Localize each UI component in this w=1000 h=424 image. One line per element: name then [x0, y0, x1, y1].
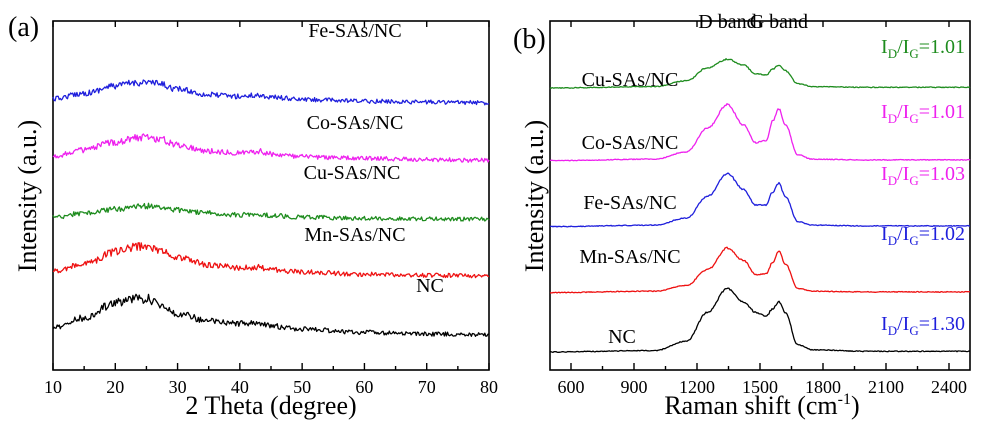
- ratio-part: 1.30: [930, 313, 965, 335]
- x-tick-label-1800: 1800: [805, 377, 841, 397]
- panel-a-x-ticks: 10 20 30 40 50 60 70 80: [44, 21, 498, 397]
- ratio-part: 1.01: [930, 101, 965, 123]
- ratio-part: 1.02: [930, 223, 965, 245]
- ratio-part: G: [909, 46, 918, 61]
- ratio-part: 1.03: [930, 163, 965, 185]
- trace-mn-sas-nc: [549, 246, 971, 294]
- panel-b-traces: [549, 58, 971, 354]
- panel-a-frame: [52, 20, 490, 371]
- ratio-part: I: [903, 163, 910, 185]
- band-annotation-d-band: D band: [698, 11, 756, 33]
- ratio-label-fe-sas-nc: ID/IG=1.03: [881, 163, 965, 188]
- ratio-part: /: [897, 223, 903, 245]
- x-tick-label-80: 80: [480, 377, 498, 397]
- ratio-part: D: [888, 111, 897, 126]
- trace-cu-sas-nc: [549, 58, 971, 89]
- ratio-part: G: [909, 111, 918, 126]
- panel-b-x-axis-title: Raman shift (cm-1): [664, 391, 859, 420]
- x-tick-label-30: 30: [169, 377, 187, 397]
- series-label-fe-sas-nc: Fe-SAs/NC: [583, 192, 676, 214]
- ratio-label-cu-sas-nc: ID/IG=1.01: [881, 36, 965, 61]
- ratio-part: /: [897, 36, 903, 58]
- ratio-part: I: [881, 101, 888, 123]
- band-annotation-g-band: G band: [750, 11, 808, 33]
- x-tick-label-60: 60: [355, 377, 373, 397]
- panel-a-label: (a): [8, 12, 39, 43]
- trace-mn-sas-nc: [52, 242, 490, 279]
- ratio-part: D: [888, 233, 897, 248]
- ratio-part: I: [881, 313, 888, 335]
- trace-fe-sas-nc: [52, 79, 490, 106]
- ratio-part: 1.01: [930, 36, 965, 58]
- x-tick-label-40: 40: [231, 377, 249, 397]
- trace-cu-sas-nc: [52, 202, 490, 222]
- ratio-part: I: [881, 223, 888, 245]
- ratio-part: /: [897, 313, 903, 335]
- x-tick-label-2400: 2400: [931, 377, 967, 397]
- ratio-label-mn-sas-nc: ID/IG=1.02: [881, 223, 965, 248]
- ratio-part: G: [909, 233, 918, 248]
- trace-nc: [550, 287, 971, 354]
- ratio-part: D: [888, 46, 897, 61]
- ratio-part: I: [881, 36, 888, 58]
- panel-b-ratio-labels: ID/IG=1.01ID/IG=1.01ID/IG=1.03ID/IG=1.02…: [881, 36, 965, 338]
- ratio-part: I: [903, 36, 910, 58]
- ratio-part: =: [919, 223, 930, 245]
- x-tick-label-20: 20: [106, 377, 124, 397]
- ratio-part: I: [903, 223, 910, 245]
- series-label-nc: NC: [416, 275, 444, 297]
- panel-a-series-labels: Fe-SAs/NC Co-SAs/NC Cu-SAs/NC Mn-SAs/NC NC: [304, 20, 444, 297]
- panel-b-x-axis-title-sup: -1: [838, 391, 851, 408]
- panel-b: (b) 600 900 1200 1500 1800 2100 2400 Cu-SAs/NC…: [513, 11, 971, 420]
- x-tick-label-600: 600: [558, 377, 585, 397]
- ratio-part: D: [888, 173, 897, 188]
- x-tick-label-70: 70: [418, 377, 436, 397]
- series-label-co-sas-nc: Co-SAs/NC: [307, 112, 404, 134]
- ratio-part: I: [881, 163, 888, 185]
- panel-b-x-ticks: 600 900 1200 1500 1800 2100 2400: [558, 21, 967, 397]
- trace-fe-sas-nc: [549, 172, 971, 228]
- series-label-mn-sas-nc: Mn-SAs/NC: [579, 246, 680, 268]
- x-tick-label-1500: 1500: [742, 377, 778, 397]
- panel-b-label: (b): [513, 24, 546, 55]
- panel-b-y-axis-title: Intensity (a.u.): [520, 120, 549, 272]
- ratio-part: =: [919, 163, 930, 185]
- trace-co-sas-nc: [549, 103, 971, 162]
- series-label-fe-sas-nc: Fe-SAs/NC: [308, 20, 401, 42]
- series-label-nc: NC: [608, 326, 636, 348]
- ratio-part: G: [909, 323, 918, 338]
- ratio-part: =: [919, 36, 930, 58]
- panel-b-series-labels: Cu-SAs/NC Co-SAs/NC Fe-SAs/NC Mn-SAs/NC NC: [579, 69, 680, 348]
- ratio-part: /: [897, 163, 903, 185]
- series-label-co-sas-nc: Co-SAs/NC: [582, 132, 679, 154]
- panel-a-x-axis-title: 2 Theta (degree): [185, 391, 356, 420]
- ratio-part: I: [903, 313, 910, 335]
- ratio-part: =: [919, 313, 930, 335]
- ratio-part: D: [888, 323, 897, 338]
- panel-b-x-axis-title-main: Raman shift (cm: [664, 391, 837, 420]
- x-tick-label-10: 10: [44, 377, 62, 397]
- panel-b-x-axis-title-end: ): [851, 391, 860, 420]
- x-tick-label-50: 50: [293, 377, 311, 397]
- ratio-label-nc: ID/IG=1.30: [881, 313, 965, 338]
- ratio-part: /: [897, 101, 903, 123]
- trace-co-sas-nc: [52, 133, 490, 163]
- trace-nc: [52, 293, 490, 337]
- panel-a-traces: [52, 79, 490, 337]
- x-tick-label-2100: 2100: [868, 377, 904, 397]
- x-tick-label-900: 900: [621, 377, 648, 397]
- series-label-cu-sas-nc: Cu-SAs/NC: [304, 162, 401, 184]
- x-tick-label-1200: 1200: [679, 377, 715, 397]
- series-label-mn-sas-nc: Mn-SAs/NC: [304, 224, 405, 246]
- panel-a-y-axis-title: Intensity (a.u.): [13, 120, 42, 272]
- ratio-part: =: [919, 101, 930, 123]
- series-label-cu-sas-nc: Cu-SAs/NC: [582, 69, 679, 91]
- ratio-label-co-sas-nc: ID/IG=1.01: [881, 101, 965, 126]
- ratio-part: G: [909, 173, 918, 188]
- panel-a: (a) 10 20 30 40 50 60 70 80 Fe-SAs/NC Co-SAs/NC C…: [8, 12, 498, 420]
- ratio-part: I: [903, 101, 910, 123]
